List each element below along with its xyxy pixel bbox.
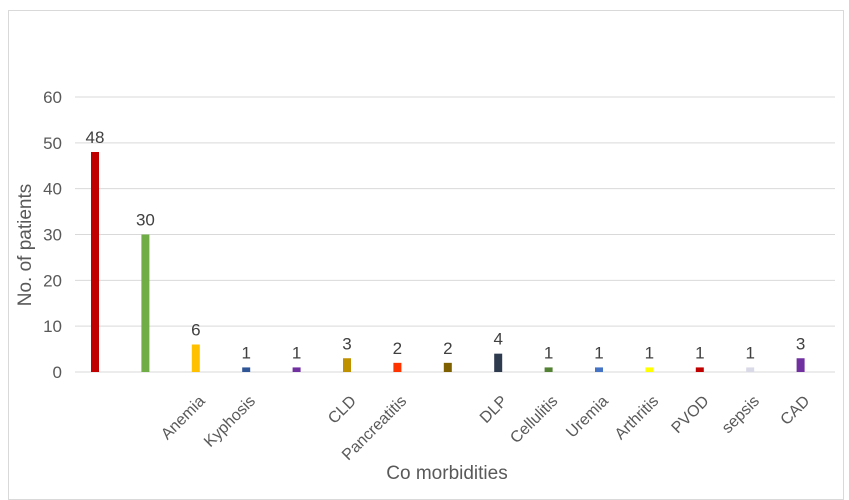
data-label: 48 — [86, 128, 105, 147]
category-label: Uremia — [563, 393, 612, 442]
bar — [242, 367, 251, 372]
bar — [292, 367, 301, 372]
y-tick-label: 10 — [43, 317, 62, 336]
data-label: 2 — [443, 339, 452, 358]
x-axis-title: Co morbidities — [386, 463, 507, 484]
y-axis-title: No. of patients — [15, 184, 36, 307]
bar — [443, 362, 452, 372]
y-tick-label: 60 — [43, 88, 62, 107]
category-label: Kyphosis — [201, 393, 259, 451]
category-label: Arthritis — [612, 393, 662, 443]
data-label: 30 — [136, 211, 155, 230]
bars — [91, 152, 805, 372]
data-label: 1 — [594, 343, 603, 362]
gridlines — [75, 96, 835, 327]
category-label: PVOD — [669, 393, 713, 437]
data-label: 6 — [191, 321, 200, 340]
data-label: 2 — [393, 339, 402, 358]
bar-chart: 0 10 20 30 40 50 60 48 30 6 1 1 3 2 2 4 1 1 1 1 1 3 AnemiaKy… — [15, 88, 835, 484]
bar — [141, 234, 150, 372]
y-tick-label: 50 — [43, 134, 62, 153]
y-tick-label: 30 — [43, 226, 62, 245]
y-tick-label: 0 — [53, 363, 62, 382]
y-axis-ticks: 0 10 20 30 40 50 60 — [43, 88, 62, 382]
bar — [494, 353, 503, 372]
data-label: 1 — [745, 343, 754, 362]
category-label: Anemia — [158, 393, 208, 443]
category-label: Cellulitis — [507, 393, 561, 447]
data-label: 1 — [544, 343, 553, 362]
y-tick-label: 20 — [43, 271, 62, 290]
category-label: DLP — [477, 393, 511, 427]
data-labels: 48 30 6 1 1 3 2 2 4 1 1 1 1 1 3 — [86, 128, 806, 362]
data-label: 1 — [292, 343, 301, 362]
data-label: 1 — [645, 343, 654, 362]
bar — [343, 358, 351, 372]
bar — [393, 362, 402, 372]
bar — [544, 367, 553, 372]
data-label: 3 — [796, 334, 805, 353]
data-label: 1 — [241, 343, 250, 362]
category-label: sepsis — [719, 393, 763, 437]
data-label: 4 — [493, 330, 502, 349]
category-label: CLD — [325, 393, 360, 428]
bar — [796, 358, 805, 372]
bar — [595, 367, 603, 372]
bar — [191, 344, 200, 372]
bar — [695, 367, 704, 372]
bar — [746, 367, 755, 372]
data-label: 1 — [695, 343, 704, 362]
bar — [91, 152, 99, 372]
y-tick-label: 40 — [43, 180, 62, 199]
category-label: CAD — [778, 393, 814, 429]
data-label: 3 — [342, 334, 351, 353]
bar — [645, 367, 654, 372]
